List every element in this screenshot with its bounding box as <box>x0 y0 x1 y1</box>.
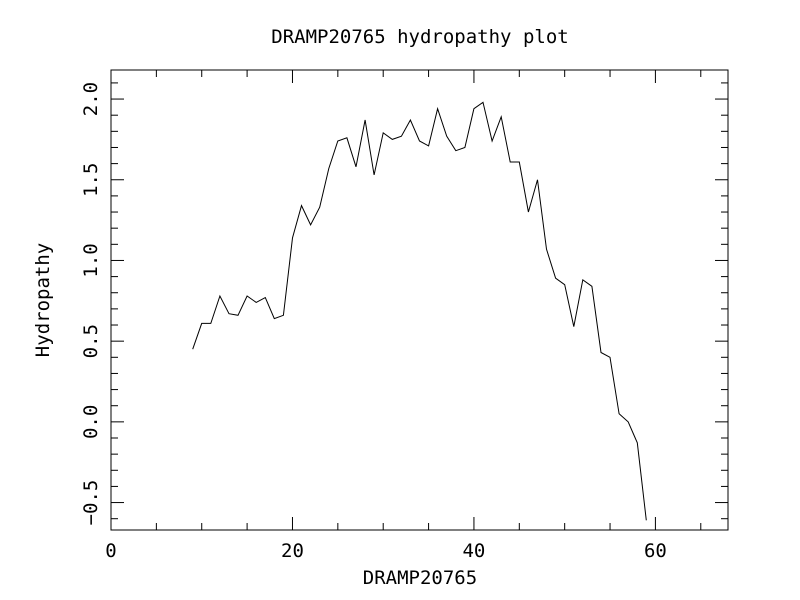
y-tick-label: 0.0 <box>80 405 102 439</box>
x-tick-label: 60 <box>644 540 667 562</box>
x-axis-label: DRAMP20765 <box>363 567 477 589</box>
x-tick-label: 20 <box>281 540 304 562</box>
x-axis-ticks <box>110 70 702 530</box>
y-axis-label: Hydropathy <box>32 243 54 357</box>
y-tick-label: −0.5 <box>80 480 102 526</box>
x-tick-label: 40 <box>462 540 485 562</box>
plot-frame <box>110 69 729 531</box>
y-tick-label: 0.5 <box>80 324 102 358</box>
hydropathy-series-line <box>192 101 647 521</box>
chart-title: DRAMP20765 hydropathy plot <box>271 26 568 48</box>
y-axis-ticks <box>111 82 728 520</box>
y-tick-label: 2.0 <box>80 82 102 116</box>
y-tick-label: 1.5 <box>80 163 102 197</box>
y-axis-tick-labels: −0.5 0.0 0.5 1.0 1.5 2.0 <box>80 82 102 526</box>
x-tick-label: 0 <box>105 540 116 562</box>
x-axis-tick-labels: 0 20 40 60 <box>105 540 667 562</box>
y-tick-label: 1.0 <box>80 243 102 277</box>
